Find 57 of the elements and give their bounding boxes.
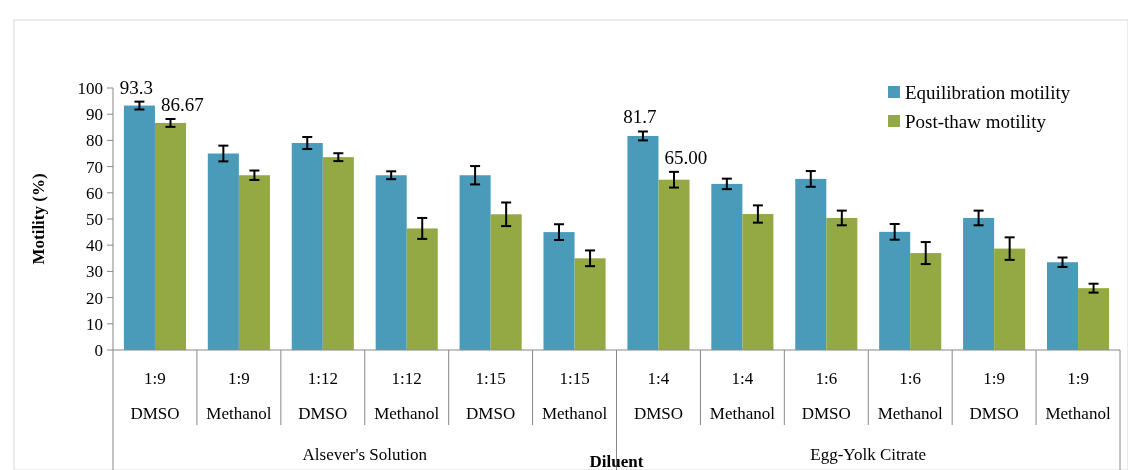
bar bbox=[1078, 288, 1110, 350]
x-tick-label: 1:15 Methanol bbox=[541, 369, 608, 423]
y-tick-label: 50 bbox=[86, 209, 103, 229]
bar bbox=[826, 217, 858, 350]
x-tick-label: 1:4 Methanol bbox=[709, 369, 776, 423]
y-tick-label: 60 bbox=[86, 183, 103, 203]
x-tick-label: 1:4 DMSO bbox=[633, 369, 684, 423]
x-tick-label: 1:6 Methanol bbox=[877, 369, 944, 423]
bar bbox=[207, 153, 239, 350]
x-tick-label: 1:9 Methanol bbox=[1045, 369, 1111, 423]
y-tick-label: 70 bbox=[86, 157, 103, 177]
y-tick-label: 0 bbox=[94, 340, 103, 360]
bar bbox=[375, 175, 407, 350]
y-tick-label: 30 bbox=[86, 262, 103, 282]
y-tick-label: 10 bbox=[86, 314, 103, 334]
bar bbox=[742, 214, 774, 350]
bar bbox=[490, 214, 522, 350]
text: Alsever's Solution bbox=[302, 445, 428, 464]
x-axis-title: Diluent bbox=[589, 452, 644, 470]
x-tick-label: 1:9 DMSO bbox=[969, 369, 1019, 423]
bar bbox=[322, 157, 354, 350]
x-tick-label: 1:9 Methanol bbox=[206, 369, 272, 423]
bar bbox=[574, 258, 606, 350]
y-tick-label: 80 bbox=[86, 131, 103, 151]
bar bbox=[1046, 262, 1079, 350]
y-tick-label: 40 bbox=[86, 236, 103, 256]
bar bbox=[123, 105, 155, 350]
bar bbox=[711, 183, 743, 350]
data-label: 86.67 bbox=[161, 93, 204, 115]
y-tick-label: 100 bbox=[77, 78, 103, 98]
legend-label: Equilibration motility bbox=[905, 81, 1071, 103]
y-tick-label: 90 bbox=[86, 105, 103, 125]
y-axis-title: Motility (%) bbox=[29, 173, 48, 265]
x-tick-label: 1:12 DMSO bbox=[298, 369, 348, 423]
bar bbox=[627, 135, 659, 350]
x-tick-label: 1:15 DMSO bbox=[466, 369, 516, 423]
bar bbox=[963, 217, 995, 350]
bar bbox=[154, 122, 187, 350]
bar bbox=[291, 143, 323, 350]
x-tick-label: 1:12 Methanol bbox=[374, 369, 440, 423]
bar bbox=[994, 248, 1026, 350]
bar bbox=[910, 253, 942, 350]
text: Egg-Yolk Citrate bbox=[810, 445, 927, 464]
data-label: 65.00 bbox=[664, 146, 708, 168]
x-tick-label: 1:6 DMSO bbox=[801, 369, 851, 423]
bar bbox=[543, 232, 575, 350]
bar bbox=[795, 178, 827, 350]
bar bbox=[459, 175, 491, 350]
bar bbox=[879, 231, 911, 350]
bar bbox=[658, 179, 690, 350]
x-tick-label: 1:9 DMSO bbox=[130, 369, 180, 423]
bar bbox=[406, 228, 438, 350]
data-label: 81.7 bbox=[623, 106, 657, 128]
data-label: 93.3 bbox=[119, 76, 154, 98]
y-tick-label: 20 bbox=[86, 288, 103, 308]
bar bbox=[238, 175, 270, 350]
legend-label: Post-thaw motility bbox=[905, 110, 1047, 132]
